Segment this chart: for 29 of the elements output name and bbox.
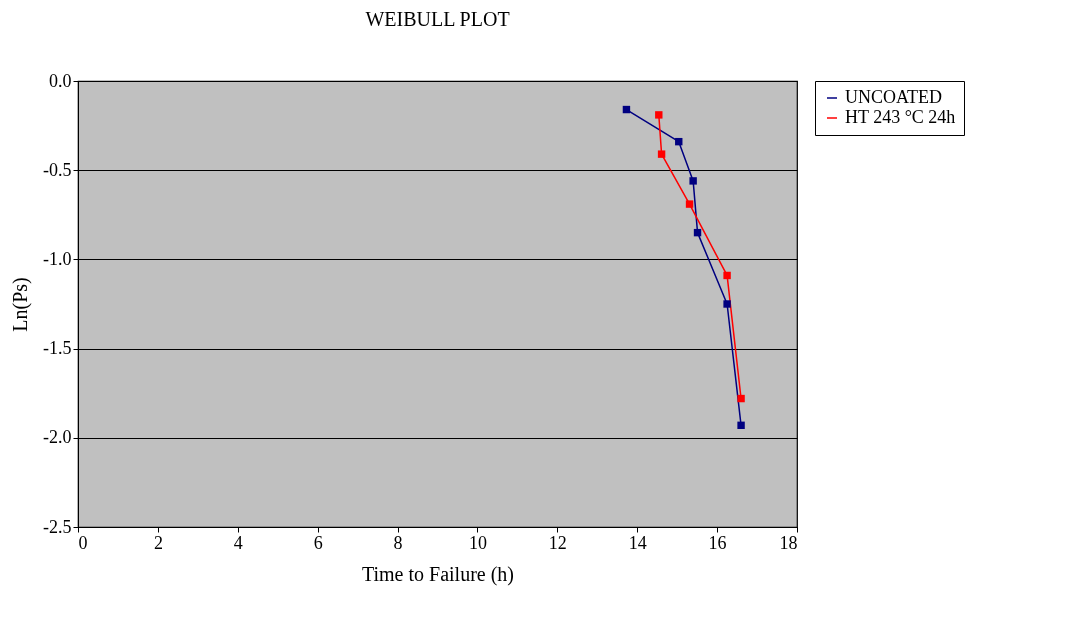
x-tick-label: 10 — [468, 532, 487, 553]
x-axis-title: Time to Failure (h) — [361, 562, 515, 586]
x-tick-label: 16 — [708, 532, 727, 553]
y-tick-label: -1.5 — [43, 338, 72, 359]
y-tick-label: -0.5 — [43, 159, 72, 180]
y-axis-title: Ln(Ps) — [9, 277, 33, 332]
x-tick-label: 4 — [233, 532, 243, 553]
x-tick-label: 0 — [78, 532, 88, 553]
point — [723, 300, 731, 308]
x-tick-label: 6 — [313, 532, 323, 553]
x-tick-label: 12 — [548, 532, 567, 553]
point — [737, 394, 745, 403]
point — [723, 271, 731, 280]
x-tick-label: 18 — [779, 532, 798, 553]
legend-label: UNCOATED — [845, 87, 942, 107]
point — [655, 111, 663, 119]
y-tick-label: -2.0 — [43, 427, 72, 448]
y-tick-label: 0.0 — [49, 70, 72, 91]
point — [737, 421, 745, 430]
x-tick-label: 2 — [153, 532, 163, 553]
y-tick-label: -2.5 — [43, 516, 72, 537]
point — [685, 200, 694, 208]
chart-title: WEIBULL PLOT — [365, 8, 510, 30]
x-tick-label: 14 — [628, 532, 647, 553]
y-tick-label: -1.0 — [43, 248, 72, 269]
legend-label: HT 243 °C 24h — [845, 107, 956, 127]
point — [657, 150, 666, 158]
x-tick-label: 8 — [393, 532, 403, 553]
point — [689, 177, 697, 185]
